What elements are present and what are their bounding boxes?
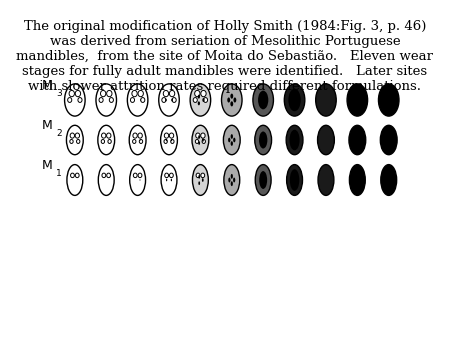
Ellipse shape (162, 98, 166, 102)
Ellipse shape (166, 179, 167, 181)
Ellipse shape (133, 140, 136, 143)
Ellipse shape (130, 165, 145, 195)
Ellipse shape (140, 140, 143, 143)
Ellipse shape (68, 98, 72, 102)
Ellipse shape (230, 101, 233, 106)
Ellipse shape (132, 90, 137, 97)
Ellipse shape (171, 140, 174, 143)
Ellipse shape (198, 101, 200, 105)
Text: M: M (42, 79, 53, 92)
Ellipse shape (169, 90, 175, 97)
Ellipse shape (201, 90, 206, 97)
Ellipse shape (102, 133, 106, 138)
Ellipse shape (202, 140, 206, 143)
Ellipse shape (98, 165, 114, 195)
Ellipse shape (171, 179, 172, 181)
Ellipse shape (253, 84, 274, 116)
Ellipse shape (163, 90, 169, 97)
Ellipse shape (196, 133, 200, 138)
Ellipse shape (287, 165, 302, 195)
Ellipse shape (140, 99, 141, 101)
Ellipse shape (133, 173, 137, 178)
Ellipse shape (70, 140, 73, 143)
Ellipse shape (96, 84, 117, 116)
Ellipse shape (223, 125, 240, 155)
Ellipse shape (133, 133, 137, 138)
Ellipse shape (228, 138, 230, 142)
Ellipse shape (67, 125, 83, 155)
Ellipse shape (171, 139, 172, 141)
Ellipse shape (165, 173, 169, 178)
Ellipse shape (198, 181, 200, 185)
Ellipse shape (380, 125, 397, 155)
Ellipse shape (221, 84, 242, 116)
Ellipse shape (195, 140, 199, 143)
Ellipse shape (198, 135, 200, 139)
Ellipse shape (289, 130, 300, 150)
Ellipse shape (198, 141, 200, 145)
Ellipse shape (234, 97, 236, 102)
Ellipse shape (318, 165, 334, 195)
Ellipse shape (290, 169, 299, 191)
Ellipse shape (70, 133, 75, 138)
Ellipse shape (101, 140, 104, 143)
Ellipse shape (286, 125, 303, 155)
Ellipse shape (107, 90, 112, 97)
Ellipse shape (193, 98, 197, 102)
Ellipse shape (138, 133, 142, 138)
Ellipse shape (318, 125, 334, 155)
Ellipse shape (127, 84, 148, 116)
Ellipse shape (381, 165, 396, 195)
Ellipse shape (349, 125, 366, 155)
Ellipse shape (255, 165, 271, 195)
Ellipse shape (316, 84, 336, 116)
Ellipse shape (202, 138, 204, 142)
Ellipse shape (195, 90, 200, 97)
Ellipse shape (231, 181, 233, 186)
Ellipse shape (258, 91, 268, 109)
Ellipse shape (190, 84, 211, 116)
Text: 1: 1 (56, 169, 62, 178)
Ellipse shape (259, 131, 267, 148)
Ellipse shape (99, 98, 103, 102)
Text: M: M (42, 159, 53, 172)
Ellipse shape (164, 133, 169, 138)
Ellipse shape (378, 84, 399, 116)
Ellipse shape (259, 171, 267, 189)
Ellipse shape (230, 134, 233, 139)
Ellipse shape (203, 98, 207, 102)
Ellipse shape (159, 84, 179, 116)
Ellipse shape (224, 165, 240, 195)
Ellipse shape (109, 98, 113, 102)
Ellipse shape (141, 98, 145, 102)
Ellipse shape (288, 89, 301, 111)
Ellipse shape (230, 141, 233, 146)
Ellipse shape (65, 84, 85, 116)
Ellipse shape (198, 95, 200, 99)
Ellipse shape (165, 99, 167, 101)
Ellipse shape (76, 140, 80, 143)
Ellipse shape (201, 173, 205, 178)
Ellipse shape (161, 125, 177, 155)
Ellipse shape (201, 133, 205, 138)
Ellipse shape (138, 173, 142, 178)
Ellipse shape (227, 97, 230, 102)
Ellipse shape (230, 94, 233, 99)
Ellipse shape (129, 125, 146, 155)
Text: 3: 3 (56, 89, 62, 98)
Ellipse shape (108, 140, 111, 143)
Text: The original modification of Holly Smith (1984:Fig. 3, p. 46)
was derived from s: The original modification of Holly Smith… (17, 20, 433, 93)
Ellipse shape (67, 165, 83, 195)
Ellipse shape (170, 173, 173, 178)
Ellipse shape (347, 84, 368, 116)
Ellipse shape (69, 90, 74, 97)
Ellipse shape (102, 173, 106, 178)
Ellipse shape (231, 174, 233, 179)
Ellipse shape (130, 98, 135, 102)
Ellipse shape (172, 98, 176, 102)
Ellipse shape (284, 84, 305, 116)
Ellipse shape (75, 173, 79, 178)
Ellipse shape (198, 175, 200, 179)
Ellipse shape (192, 125, 209, 155)
Ellipse shape (78, 98, 82, 102)
